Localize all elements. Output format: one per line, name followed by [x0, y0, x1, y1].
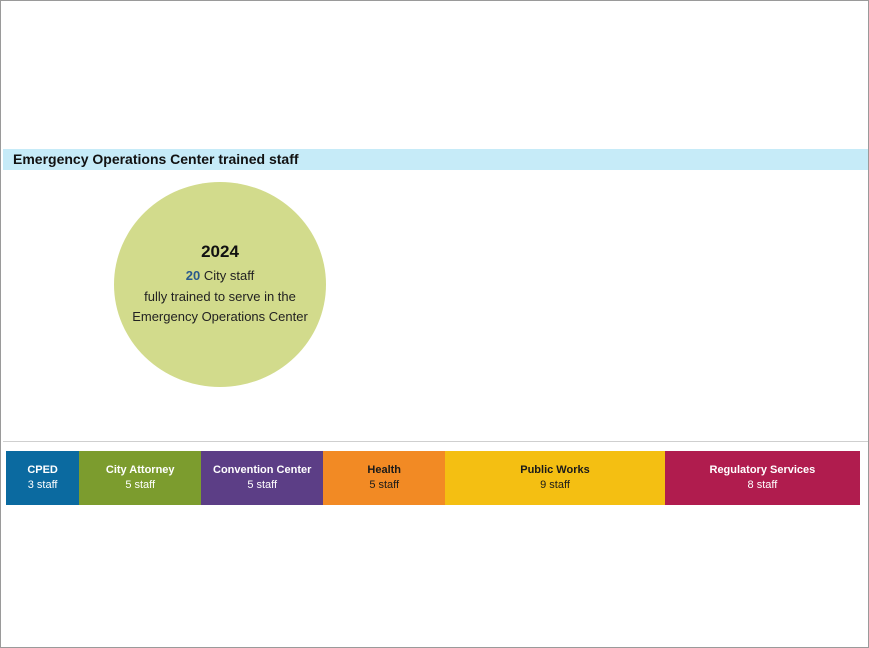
department-name: Convention Center [213, 464, 312, 476]
department-segment-health: Health 5 staff [323, 451, 446, 505]
department-name: Health [367, 464, 402, 476]
staff-count: 20 [185, 268, 201, 283]
department-segment-cped: CPED 3 staff [6, 451, 80, 505]
department-name: Public Works [520, 464, 590, 476]
staff-count-label: City staff [200, 268, 255, 283]
summary-year: 2024 [201, 242, 239, 261]
department-staff: 8 staff [747, 479, 778, 491]
department-staff: 3 staff [27, 479, 58, 491]
section-title: Emergency Operations Center trained staf… [13, 151, 299, 167]
department-segment-city-attorney: City Attorney 5 staff [79, 451, 202, 505]
department-name: Regulatory Services [709, 464, 816, 476]
department-staff: 9 staff [540, 479, 570, 491]
department-name: CPED [27, 464, 58, 476]
department-segment-public-works: Public Works 9 staff [445, 451, 665, 505]
department-breakdown-bar: CPED 3 staff City Attorney 5 staff Conve… [6, 451, 860, 505]
summary-circle: 2024 20 City staff fully trained to serv… [114, 182, 326, 387]
summary-line-count: 20 City staff [114, 268, 326, 283]
section-divider [3, 441, 868, 442]
department-segment-convention-center: Convention Center 5 staff [201, 451, 324, 505]
department-staff: 5 staff [369, 479, 400, 491]
department-segment-regulatory-services: Regulatory Services 8 staff [664, 451, 860, 505]
department-staff: 5 staff [247, 479, 278, 491]
summary-line-trained: fully trained to serve in the [144, 289, 296, 304]
section-header: Emergency Operations Center trained staf… [3, 149, 868, 170]
department-staff: 5 staff [125, 479, 156, 491]
department-name: City Attorney [105, 464, 175, 476]
summary-line-eoc: Emergency Operations Center [132, 309, 308, 324]
